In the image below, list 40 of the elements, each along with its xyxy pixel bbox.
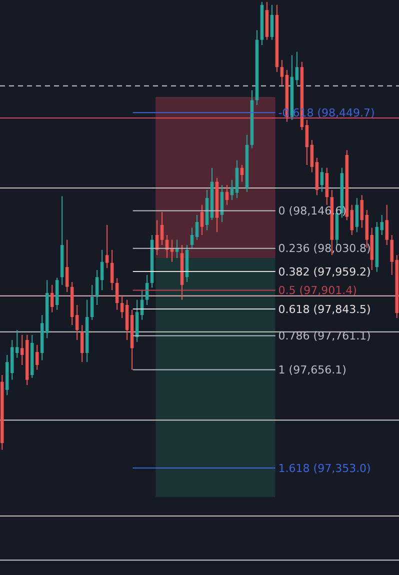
candlestick [160,211,164,246]
candlestick [230,179,234,200]
candlestick [20,334,24,366]
candlestick [35,344,39,370]
candlestick [240,164,244,182]
candlestick [105,224,109,269]
ref-line-label: 0.5 (97,901.4) [278,284,357,298]
candlestick [295,51,299,86]
ref-line-label: 1.618 (97,353.0) [278,462,371,475]
candlestick [190,227,194,248]
candlestick [310,140,314,173]
candlestick [270,4,274,40]
ref-line-label: 1 (97,656.1) [278,364,346,377]
candlestick [50,284,54,313]
candlestick [195,214,199,240]
candlestick [115,278,119,310]
ref-line-label: 0.786 (97,761.1) [278,330,371,343]
candlestick [110,249,114,291]
candlestick [100,249,104,291]
candlestick [320,167,324,192]
candlestick [200,204,204,236]
candlestick [75,304,79,341]
candlestick [280,59,284,86]
candlestick [90,284,94,320]
ref-line-label: 0.618 (97,843.5) [278,302,371,316]
candlestick [80,324,84,363]
candlestick [390,234,394,276]
candlestick [120,294,124,318]
candlestick [355,198,359,233]
candlestick [380,214,384,236]
candlestick [385,204,389,246]
candlestick [95,269,99,306]
candlestick [360,194,364,228]
ref-line-label: 0.382 (97,959.2) [278,265,371,278]
candlestick [305,119,309,166]
candlestick [350,204,354,236]
candlestick [225,184,229,206]
candlestick [15,329,19,358]
candlestick [325,167,329,206]
candlestick [65,239,69,293]
